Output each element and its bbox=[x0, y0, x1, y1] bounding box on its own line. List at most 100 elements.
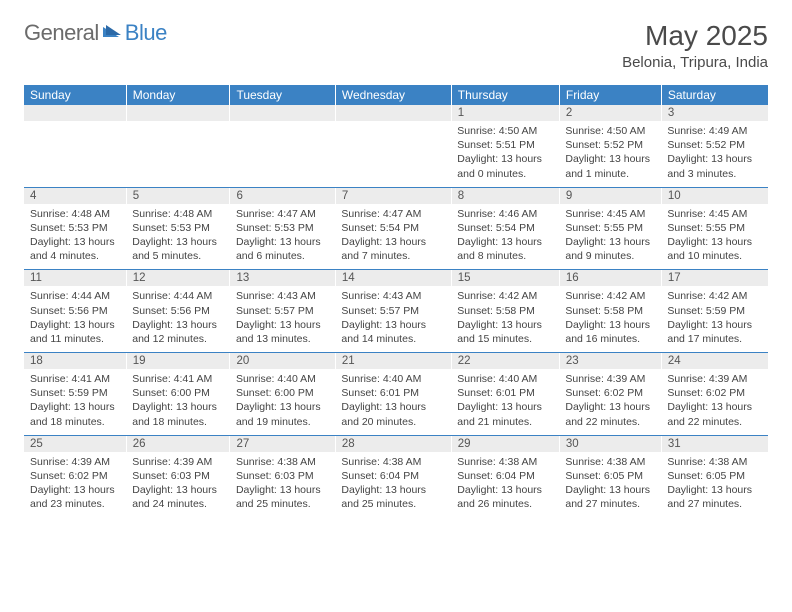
day-number: 27 bbox=[230, 436, 335, 452]
sunset-value: 5:53 PM bbox=[171, 222, 210, 234]
sunset-value: 5:55 PM bbox=[706, 222, 745, 234]
sunrise-label: Sunrise: bbox=[236, 208, 277, 220]
sunrise-label: Sunrise: bbox=[341, 208, 382, 220]
sunset-label: Sunset: bbox=[565, 305, 604, 317]
sunrise-value: 4:46 AM bbox=[499, 208, 538, 220]
sunset-label: Sunset: bbox=[30, 387, 69, 399]
sunrise-label: Sunrise: bbox=[565, 373, 606, 385]
day-number: 19 bbox=[126, 353, 230, 369]
sunrise-value: 4:42 AM bbox=[499, 290, 538, 302]
daylight-label: Daylight: bbox=[667, 401, 711, 413]
sunrise-value: 4:38 AM bbox=[607, 456, 646, 468]
daylight-label: Daylight: bbox=[30, 401, 74, 413]
sunrise-value: 4:44 AM bbox=[71, 290, 110, 302]
daylight-label: Daylight: bbox=[667, 319, 711, 331]
day-cell: Sunrise: 4:47 AMSunset: 5:54 PMDaylight:… bbox=[335, 204, 451, 270]
daylight-label: Daylight: bbox=[236, 484, 280, 496]
sunset-value: 5:56 PM bbox=[171, 305, 210, 317]
sunrise-value: 4:42 AM bbox=[709, 290, 748, 302]
sunrise-value: 4:41 AM bbox=[71, 373, 110, 385]
day-cell: Sunrise: 4:48 AMSunset: 5:53 PMDaylight:… bbox=[126, 204, 230, 270]
sunset-value: 6:00 PM bbox=[274, 387, 313, 399]
sunset-label: Sunset: bbox=[457, 470, 496, 482]
sunset-label: Sunset: bbox=[667, 139, 706, 151]
week-body-row: Sunrise: 4:39 AMSunset: 6:02 PMDaylight:… bbox=[24, 452, 768, 518]
sunset-value: 6:01 PM bbox=[380, 387, 419, 399]
sunrise-value: 4:39 AM bbox=[71, 456, 110, 468]
sunrise-value: 4:39 AM bbox=[709, 373, 748, 385]
day-number: 14 bbox=[335, 270, 451, 286]
sunrise-label: Sunrise: bbox=[457, 456, 498, 468]
day-number bbox=[335, 105, 451, 121]
day-number: 1 bbox=[451, 105, 559, 121]
header: General Blue May 2025 Belonia, Tripura, … bbox=[24, 20, 768, 71]
sunset-label: Sunset: bbox=[457, 305, 496, 317]
dow-friday: Friday bbox=[559, 85, 661, 105]
sunrise-value: 4:50 AM bbox=[499, 125, 538, 137]
day-cell bbox=[230, 121, 335, 187]
sunrise-label: Sunrise: bbox=[236, 373, 277, 385]
day-number: 21 bbox=[335, 353, 451, 369]
daylight-label: Daylight: bbox=[565, 153, 609, 165]
sunset-label: Sunset: bbox=[132, 387, 171, 399]
sunset-label: Sunset: bbox=[667, 222, 706, 234]
sunset-value: 6:03 PM bbox=[274, 470, 313, 482]
daylight-label: Daylight: bbox=[667, 236, 711, 248]
day-number: 10 bbox=[661, 188, 768, 204]
sunset-value: 6:03 PM bbox=[171, 470, 210, 482]
sunset-value: 5:55 PM bbox=[604, 222, 643, 234]
sunset-label: Sunset: bbox=[667, 305, 706, 317]
day-cell: Sunrise: 4:38 AMSunset: 6:04 PMDaylight:… bbox=[335, 452, 451, 518]
daylight-label: Daylight: bbox=[667, 153, 711, 165]
sunrise-label: Sunrise: bbox=[341, 373, 382, 385]
sunset-value: 5:58 PM bbox=[496, 305, 535, 317]
daylight-label: Daylight: bbox=[30, 236, 74, 248]
day-of-week-row: Sunday Monday Tuesday Wednesday Thursday… bbox=[24, 85, 768, 105]
day-cell: Sunrise: 4:49 AMSunset: 5:52 PMDaylight:… bbox=[661, 121, 768, 187]
sunrise-label: Sunrise: bbox=[236, 290, 277, 302]
sunset-value: 5:57 PM bbox=[380, 305, 419, 317]
month-title: May 2025 bbox=[622, 20, 768, 52]
day-number bbox=[126, 105, 230, 121]
sunset-label: Sunset: bbox=[236, 305, 275, 317]
sunrise-label: Sunrise: bbox=[565, 208, 606, 220]
day-number: 25 bbox=[24, 436, 126, 452]
day-cell: Sunrise: 4:48 AMSunset: 5:53 PMDaylight:… bbox=[24, 204, 126, 270]
sunset-label: Sunset: bbox=[565, 139, 604, 151]
sunset-label: Sunset: bbox=[667, 387, 706, 399]
day-number: 4 bbox=[24, 188, 126, 204]
sunrise-value: 4:41 AM bbox=[174, 373, 213, 385]
sunset-label: Sunset: bbox=[667, 470, 706, 482]
day-number: 23 bbox=[559, 353, 661, 369]
week-head-row: 25262728293031 bbox=[24, 436, 768, 452]
sunrise-value: 4:47 AM bbox=[277, 208, 316, 220]
sunrise-value: 4:50 AM bbox=[607, 125, 646, 137]
day-cell bbox=[24, 121, 126, 187]
day-number: 12 bbox=[126, 270, 230, 286]
sunrise-label: Sunrise: bbox=[667, 456, 708, 468]
day-cell: Sunrise: 4:38 AMSunset: 6:03 PMDaylight:… bbox=[230, 452, 335, 518]
sunset-label: Sunset: bbox=[30, 222, 69, 234]
day-cell: Sunrise: 4:41 AMSunset: 5:59 PMDaylight:… bbox=[24, 369, 126, 435]
sunrise-label: Sunrise: bbox=[565, 125, 606, 137]
sunset-value: 5:53 PM bbox=[274, 222, 313, 234]
sunrise-label: Sunrise: bbox=[132, 290, 173, 302]
sunset-label: Sunset: bbox=[132, 222, 171, 234]
daylight-label: Daylight: bbox=[565, 484, 609, 496]
daylight-label: Daylight: bbox=[565, 236, 609, 248]
day-cell: Sunrise: 4:38 AMSunset: 6:05 PMDaylight:… bbox=[661, 452, 768, 518]
day-cell: Sunrise: 4:39 AMSunset: 6:02 PMDaylight:… bbox=[24, 452, 126, 518]
day-number: 28 bbox=[335, 436, 451, 452]
week-head-row: 123 bbox=[24, 105, 768, 121]
sunset-label: Sunset: bbox=[341, 387, 380, 399]
sunset-label: Sunset: bbox=[341, 305, 380, 317]
daylight-label: Daylight: bbox=[341, 319, 385, 331]
dow-monday: Monday bbox=[126, 85, 230, 105]
sunrise-label: Sunrise: bbox=[30, 456, 71, 468]
week-head-row: 11121314151617 bbox=[24, 270, 768, 286]
sunrise-value: 4:43 AM bbox=[277, 290, 316, 302]
day-number: 15 bbox=[451, 270, 559, 286]
sunset-value: 5:57 PM bbox=[274, 305, 313, 317]
sunrise-value: 4:48 AM bbox=[174, 208, 213, 220]
dow-saturday: Saturday bbox=[661, 85, 768, 105]
